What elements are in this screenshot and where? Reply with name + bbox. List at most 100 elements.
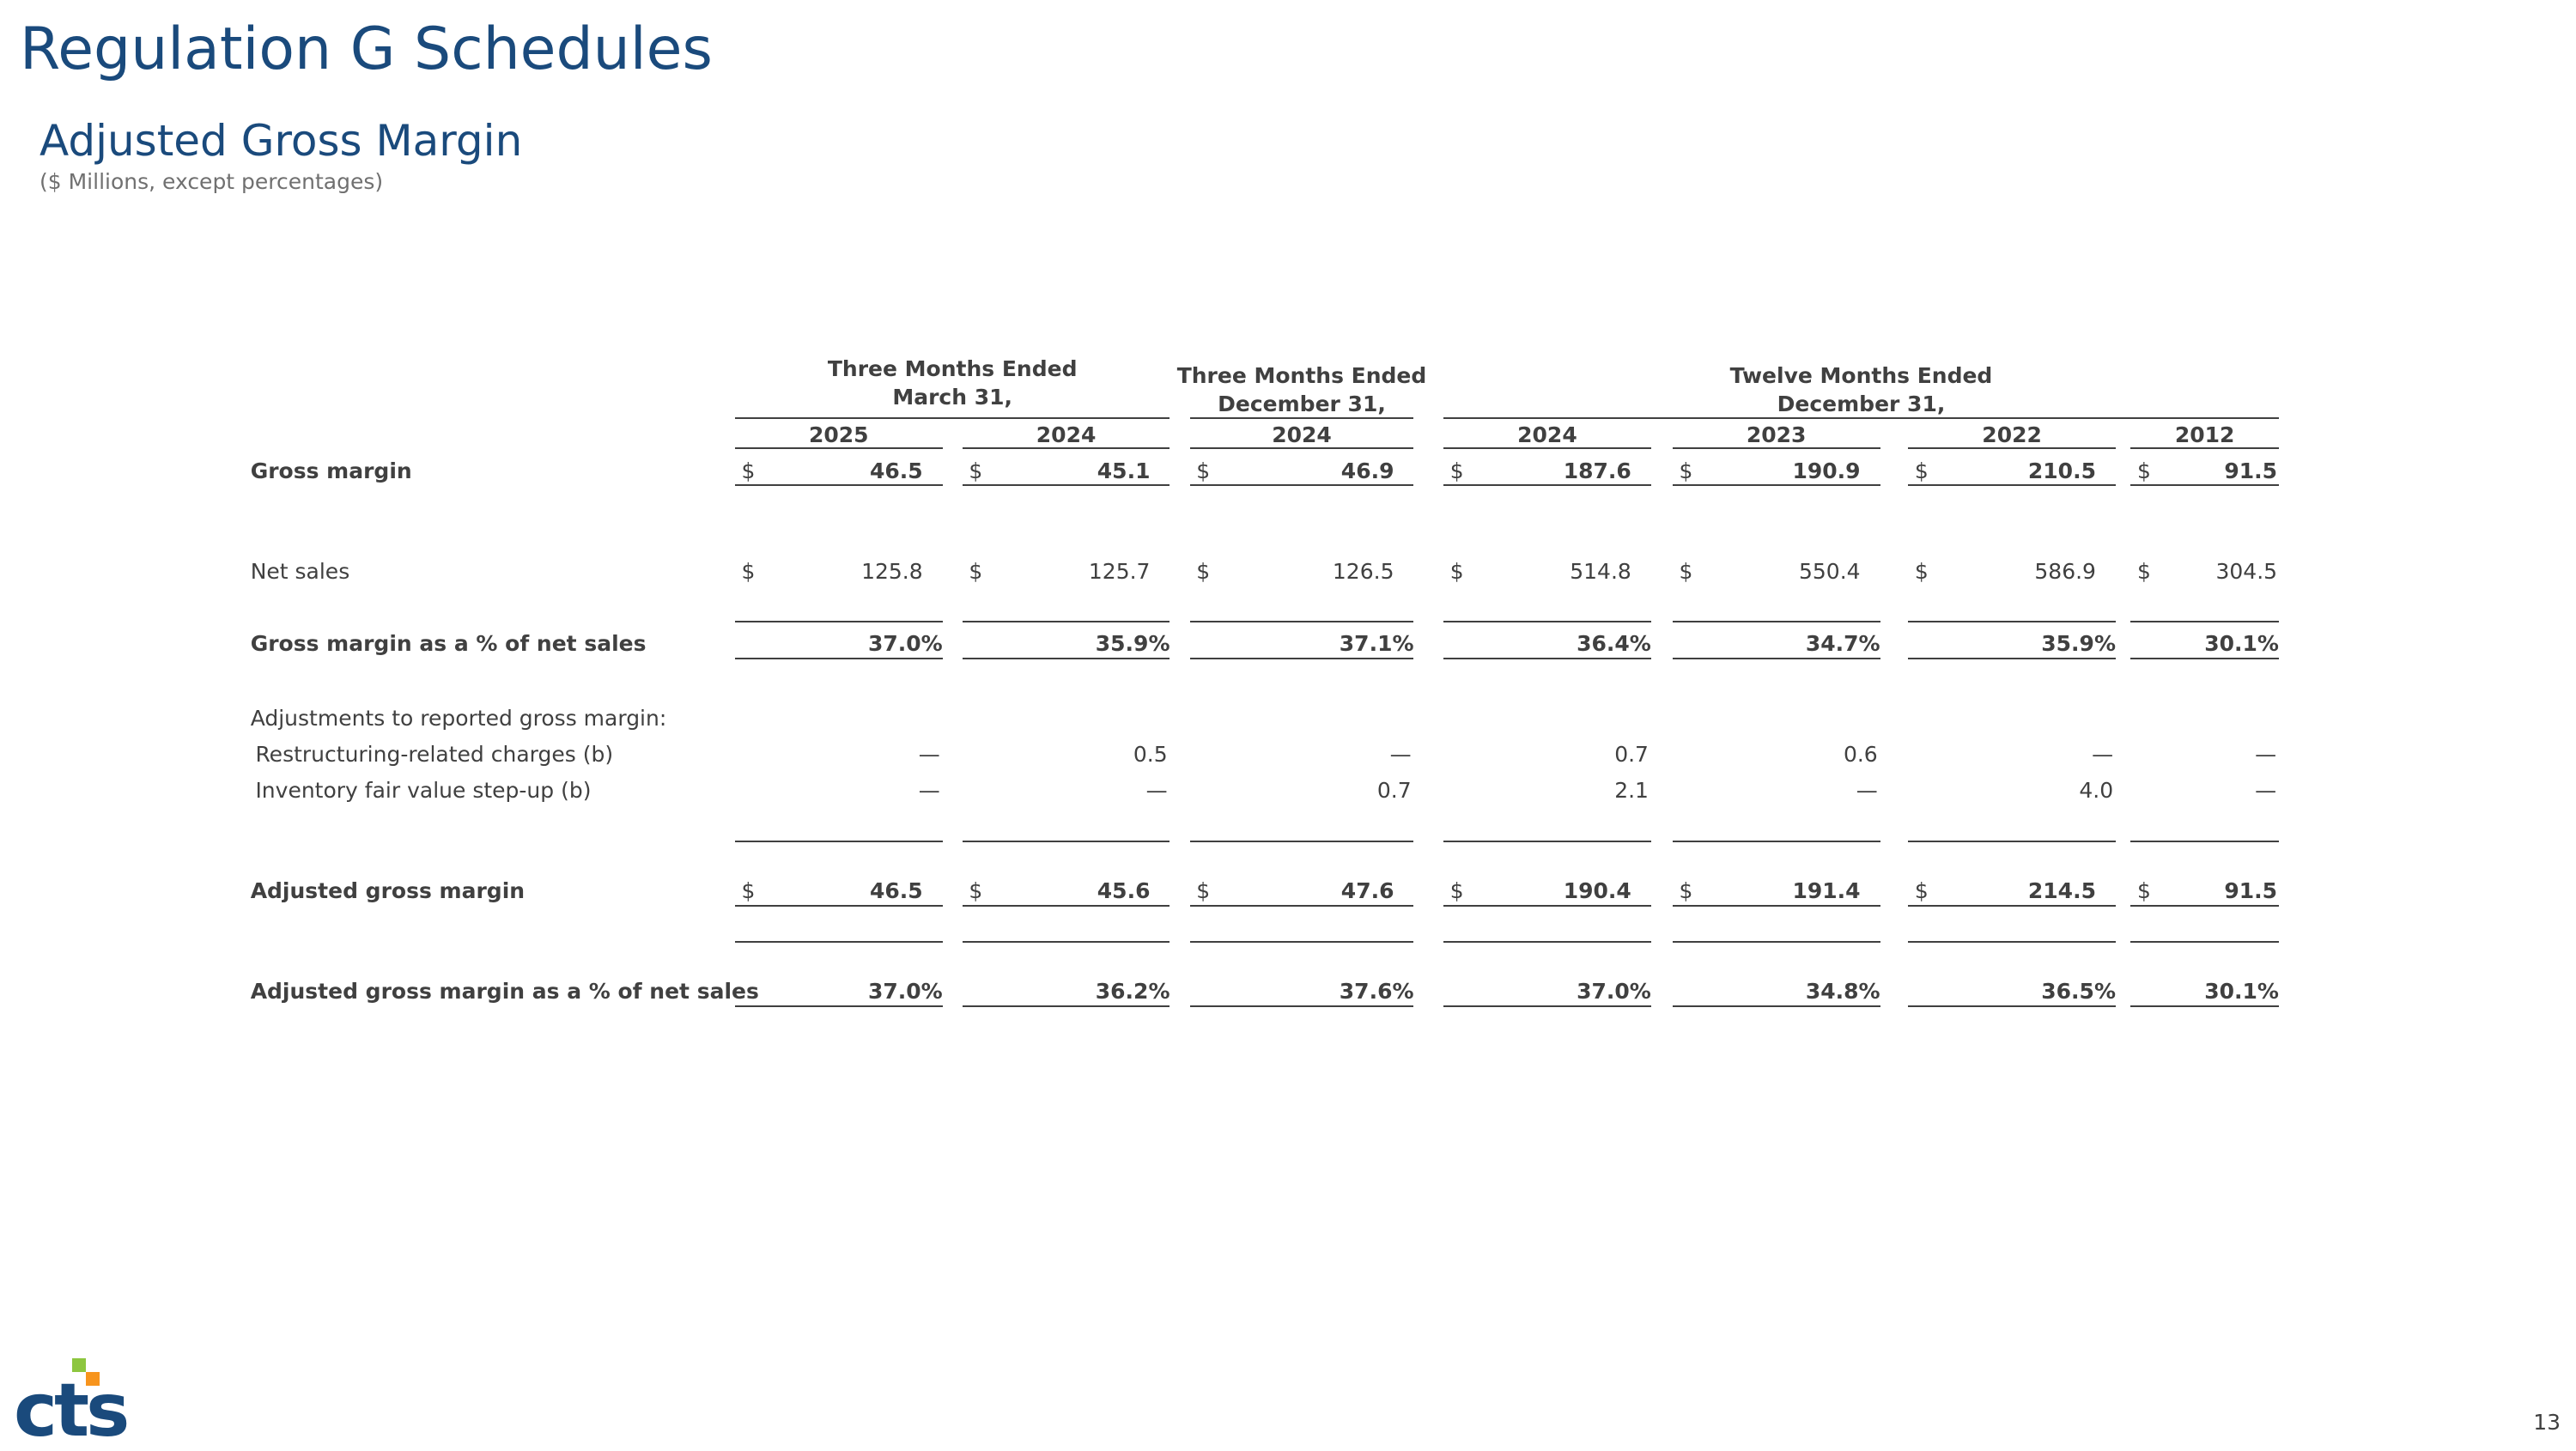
cell-value: — [1145, 778, 1168, 804]
rule [1443, 484, 1651, 487]
rule [962, 621, 1170, 623]
currency-symbol: $ [2136, 458, 2151, 483]
cell-value: 304.5 [2215, 558, 2278, 584]
cell-value: 37.0% [867, 979, 943, 1005]
cell-value: — [2255, 778, 2277, 804]
currency-symbol: $ [741, 458, 756, 483]
rule [2130, 657, 2279, 659]
rule [1672, 447, 1880, 449]
rule [1908, 904, 2116, 907]
title: Regulation G Schedules [20, 15, 713, 83]
column-group-header: Three Months Ended [827, 355, 1078, 381]
currency-symbol: $ [1679, 458, 1693, 483]
year-header: 2024 [1036, 422, 1097, 447]
cell-value: 2.1 [1614, 778, 1649, 804]
rule [1672, 904, 1880, 907]
currency-symbol: $ [1449, 878, 1464, 904]
logo-square [72, 1358, 86, 1372]
cell-value: 0.7 [1376, 778, 1412, 804]
currency-symbol: $ [2136, 878, 2151, 904]
currency-symbol: $ [1914, 558, 1929, 584]
cell-value: — [1856, 778, 1878, 804]
rule [734, 840, 943, 842]
rule [962, 904, 1170, 907]
cell-value: 30.1% [2204, 631, 2279, 657]
rule [1189, 840, 1414, 842]
year-header: 2024 [1272, 422, 1332, 447]
rule [1189, 416, 1414, 419]
rule [2130, 904, 2279, 907]
rule [1672, 940, 1880, 943]
column-group-header: December 31, [1777, 392, 1946, 417]
cell-value: — [2255, 741, 2277, 767]
cell-value: — [1389, 741, 1412, 767]
rule [1908, 840, 2116, 842]
cell-value: 550.4 [1798, 558, 1861, 584]
currency-symbol: $ [969, 878, 983, 904]
rule [962, 484, 1170, 487]
cell-value: 514.8 [1570, 558, 1631, 584]
cell-value: 46.5 [869, 878, 923, 904]
logo-text: cts [14, 1368, 127, 1451]
rule [734, 940, 943, 943]
rule [2130, 621, 2279, 623]
year-header: 2012 [2174, 422, 2235, 447]
cell-value: 36.5% [2041, 979, 2116, 1005]
row-label: Net sales [250, 558, 350, 584]
cell-value: 36.2% [1095, 979, 1170, 1005]
cell-value: 125.7 [1088, 558, 1151, 584]
cell-value: 4.0 [2079, 778, 2114, 804]
rule [1908, 940, 2116, 943]
column-group-header: Twelve Months Ended [1729, 362, 1993, 388]
year-header: 2025 [808, 422, 869, 447]
rule [1908, 447, 2116, 449]
currency-symbol: $ [1196, 878, 1211, 904]
currency-symbol: $ [1914, 878, 1929, 904]
rule [1189, 1005, 1414, 1007]
cell-value: 34.8% [1805, 979, 1880, 1005]
cell-value: 190.9 [1792, 458, 1861, 483]
rule [1672, 1005, 1880, 1007]
rule [962, 1005, 1170, 1007]
rule [1189, 940, 1414, 943]
rule [1908, 484, 2116, 487]
cell-value: 0.7 [1614, 741, 1649, 767]
rule [734, 447, 943, 449]
rule [734, 1005, 943, 1007]
column-group-header: Three Months Ended [1176, 362, 1427, 388]
currency-symbol: $ [1196, 458, 1211, 483]
cell-value: 190.4 [1563, 878, 1631, 904]
cell-value: 46.9 [1340, 458, 1394, 483]
row-label: Gross margin as a % of net sales [250, 631, 647, 657]
rule [1189, 484, 1414, 487]
rule [1672, 484, 1880, 487]
logo-square [86, 1372, 100, 1386]
rule [1672, 840, 1880, 842]
currency-symbol: $ [1449, 558, 1464, 584]
rule [1443, 940, 1651, 943]
cell-value: — [918, 741, 940, 767]
currency-symbol: $ [1914, 458, 1929, 483]
rule [734, 416, 1170, 419]
cell-value: 37.0% [1577, 979, 1651, 1005]
currency-symbol: $ [1449, 458, 1464, 483]
cell-value: 35.9% [2041, 631, 2116, 657]
cell-value: 35.9% [1095, 631, 1170, 657]
year-header: 2024 [1517, 422, 1577, 447]
rule [1443, 621, 1651, 623]
cell-value: 191.4 [1792, 878, 1861, 904]
page-number: 13 [2533, 1410, 2561, 1435]
row-label: Adjusted gross margin as a % of net sale… [250, 979, 759, 1005]
cell-value: 34.7% [1805, 631, 1880, 657]
rule [962, 657, 1170, 659]
rule [734, 621, 943, 623]
year-header: 2023 [1746, 422, 1807, 447]
rule [1443, 904, 1651, 907]
rule [1672, 621, 1880, 623]
cell-value: 0.5 [1133, 741, 1168, 767]
cell-value: 36.4% [1577, 631, 1651, 657]
cell-value: 187.6 [1563, 458, 1631, 483]
currency-symbol: $ [1679, 558, 1693, 584]
rule [1443, 447, 1651, 449]
cell-value: 45.6 [1097, 878, 1151, 904]
